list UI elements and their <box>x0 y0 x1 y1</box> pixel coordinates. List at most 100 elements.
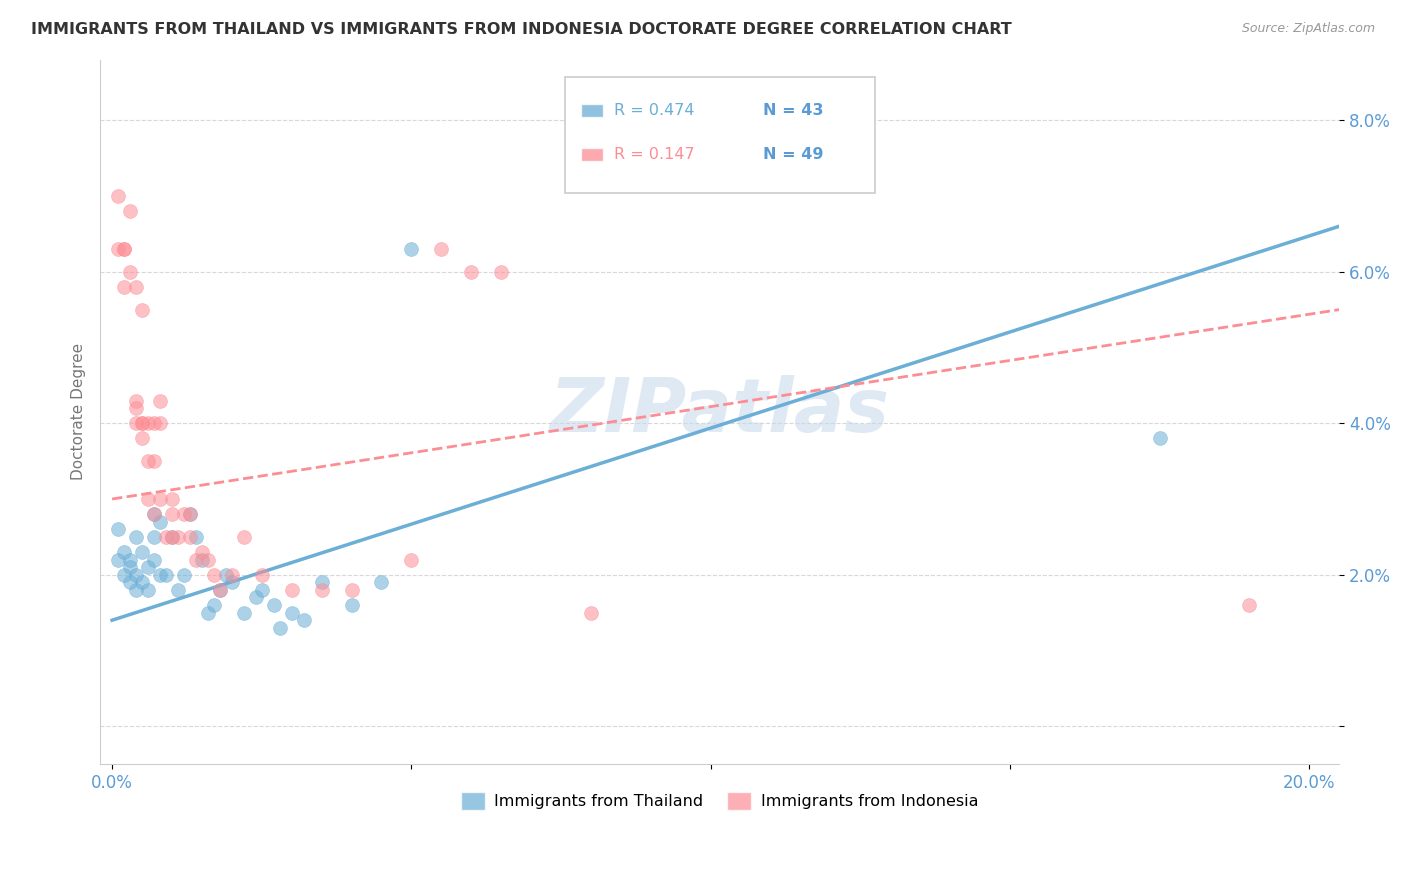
Point <box>136 560 159 574</box>
FancyBboxPatch shape <box>565 78 875 194</box>
Point <box>125 393 148 408</box>
Point <box>184 530 207 544</box>
Point <box>143 507 166 521</box>
Point <box>250 567 273 582</box>
Point <box>167 530 190 544</box>
Point <box>340 582 363 597</box>
Point <box>149 393 172 408</box>
Point <box>202 598 225 612</box>
Text: Source: ZipAtlas.com: Source: ZipAtlas.com <box>1241 22 1375 36</box>
Point <box>136 582 159 597</box>
Point <box>232 606 254 620</box>
Point <box>280 606 302 620</box>
Point <box>125 416 148 430</box>
Point <box>112 242 135 256</box>
Point <box>131 575 153 590</box>
Point <box>120 560 142 574</box>
Text: N = 43: N = 43 <box>763 103 824 118</box>
FancyBboxPatch shape <box>581 148 603 161</box>
Point <box>125 530 148 544</box>
Point <box>131 416 153 430</box>
Point <box>167 582 190 597</box>
Point <box>173 507 195 521</box>
Point <box>143 416 166 430</box>
Point <box>107 189 129 203</box>
Point <box>112 545 135 559</box>
Point <box>160 530 183 544</box>
Point <box>149 515 172 529</box>
Point <box>1149 431 1171 445</box>
Point <box>120 204 142 219</box>
Point <box>160 507 183 521</box>
Point <box>120 265 142 279</box>
Point <box>120 575 142 590</box>
Point <box>221 567 243 582</box>
Point <box>131 302 153 317</box>
Point <box>125 582 148 597</box>
Point <box>197 552 219 566</box>
Point <box>125 401 148 416</box>
Point <box>112 242 135 256</box>
Point <box>149 416 172 430</box>
Point <box>263 598 285 612</box>
Point <box>107 522 129 536</box>
Point <box>280 582 302 597</box>
Text: R = 0.147: R = 0.147 <box>614 147 695 162</box>
Point <box>136 491 159 506</box>
Point <box>112 567 135 582</box>
FancyBboxPatch shape <box>581 104 603 117</box>
Text: IMMIGRANTS FROM THAILAND VS IMMIGRANTS FROM INDONESIA DOCTORATE DEGREE CORRELATI: IMMIGRANTS FROM THAILAND VS IMMIGRANTS F… <box>31 22 1012 37</box>
Point <box>107 552 129 566</box>
Point <box>1239 598 1261 612</box>
Point <box>191 545 214 559</box>
Point <box>311 582 333 597</box>
Point <box>340 598 363 612</box>
Text: ZIPatlas: ZIPatlas <box>550 376 890 449</box>
Point <box>179 530 201 544</box>
Point <box>155 530 177 544</box>
Point <box>136 416 159 430</box>
Point <box>311 575 333 590</box>
Y-axis label: Doctorate Degree: Doctorate Degree <box>72 343 86 481</box>
Point <box>208 582 231 597</box>
Point <box>250 582 273 597</box>
Point <box>245 591 267 605</box>
Point <box>292 613 315 627</box>
Point <box>401 242 423 256</box>
Point <box>136 454 159 468</box>
Point <box>131 545 153 559</box>
Point <box>143 552 166 566</box>
Point <box>125 280 148 294</box>
Point <box>160 491 183 506</box>
Point <box>579 606 602 620</box>
Point <box>112 280 135 294</box>
Point <box>269 621 291 635</box>
Point <box>430 242 453 256</box>
Point <box>131 431 153 445</box>
Point <box>120 552 142 566</box>
Point <box>160 530 183 544</box>
Point <box>184 552 207 566</box>
Point <box>460 265 482 279</box>
Point <box>143 454 166 468</box>
Point <box>143 507 166 521</box>
Point <box>125 567 148 582</box>
Point <box>489 265 512 279</box>
Point <box>221 575 243 590</box>
Point <box>149 491 172 506</box>
Point <box>155 567 177 582</box>
Point <box>179 507 201 521</box>
Point <box>215 567 238 582</box>
Point <box>143 530 166 544</box>
Point <box>370 575 392 590</box>
Point <box>197 606 219 620</box>
Point <box>202 567 225 582</box>
Point <box>179 507 201 521</box>
Point <box>401 552 423 566</box>
Point <box>149 567 172 582</box>
Point <box>173 567 195 582</box>
Point <box>191 552 214 566</box>
Point <box>208 582 231 597</box>
Point <box>131 416 153 430</box>
Point <box>232 530 254 544</box>
